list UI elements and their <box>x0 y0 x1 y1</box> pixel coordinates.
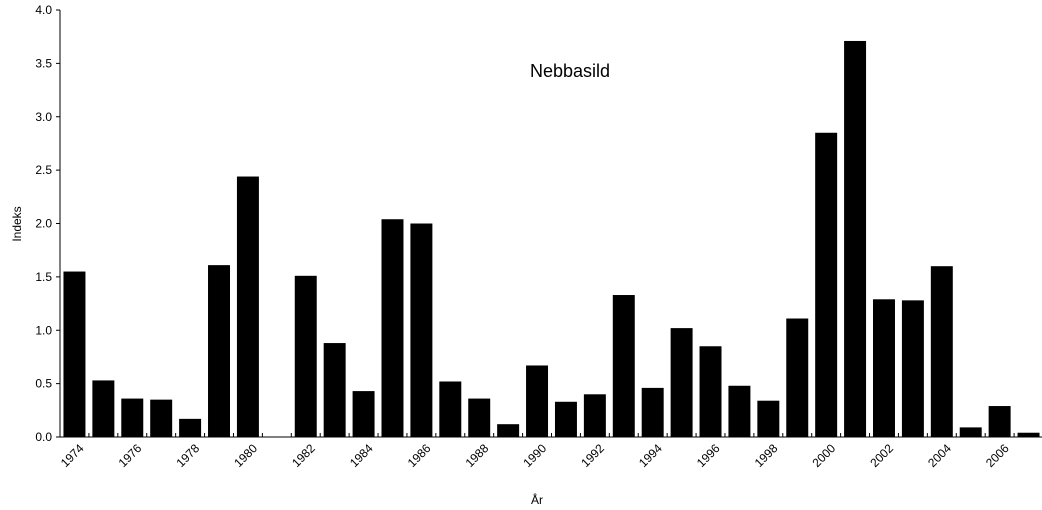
bar-1998 <box>757 400 780 437</box>
bar-1994 <box>641 387 664 437</box>
bar-1991 <box>554 401 577 437</box>
bar-2005 <box>959 427 982 437</box>
bar-2004 <box>930 266 953 437</box>
bar-2002 <box>872 299 895 437</box>
x-axis-title: År <box>531 492 543 507</box>
y-tick-label: 4.0 <box>35 3 52 17</box>
x-axis-ticks: 1974 1976 1978 1980 1982 1984 1986 1988 1990 1992… <box>58 433 1015 470</box>
y-axis-title: Indeks <box>10 206 24 241</box>
bars <box>63 40 1040 438</box>
bar-1995 <box>670 328 693 437</box>
y-tick-label: 2.0 <box>35 217 52 231</box>
x-tick-label: 1998 <box>752 441 781 470</box>
y-tick-label: 1.5 <box>35 270 52 284</box>
bar-1996 <box>699 346 722 437</box>
x-tick-label: 1976 <box>116 441 145 470</box>
x-tick-label: 1984 <box>347 441 376 470</box>
x-tick-label: 1992 <box>578 441 607 470</box>
bar-1980 <box>236 176 259 437</box>
bar-1975 <box>92 380 115 437</box>
bar-1988 <box>468 398 491 437</box>
x-tick-label: 1996 <box>694 441 723 470</box>
bar-1993 <box>612 295 635 437</box>
bar-1977 <box>150 399 173 437</box>
y-tick-label: 3.0 <box>35 110 52 124</box>
bar-1997 <box>728 385 751 437</box>
bar-1982 <box>294 275 317 437</box>
bar-1983 <box>323 343 346 437</box>
y-tick-label: 1.0 <box>35 323 52 337</box>
y-tick-label: 3.5 <box>35 56 52 70</box>
x-tick-label: 2002 <box>867 441 896 470</box>
bar-1990 <box>526 365 549 437</box>
bar-1999 <box>786 318 809 437</box>
y-axis-ticks: 0.0 0.5 1.0 1.5 2.0 2.5 3.0 3.5 4.0 <box>35 3 60 444</box>
bar-1992 <box>583 394 606 437</box>
y-tick-label: 0.0 <box>35 430 52 444</box>
bar-1986 <box>410 223 433 437</box>
y-tick-label: 2.5 <box>35 163 52 177</box>
bar-1987 <box>439 381 462 437</box>
bar-1976 <box>121 398 144 437</box>
bar-2006 <box>988 406 1011 437</box>
x-tick-label: 1978 <box>173 441 202 470</box>
x-tick-label: 2000 <box>810 441 839 470</box>
bar-2007 <box>1017 432 1040 437</box>
x-tick-label: 1988 <box>463 441 492 470</box>
x-tick-label: 1994 <box>636 441 665 470</box>
bar-1979 <box>208 265 231 437</box>
bar-2001 <box>844 40 867 438</box>
chart-title: Nebbasild <box>530 61 610 81</box>
x-tick-label: 1974 <box>58 441 87 470</box>
x-tick-label: 1986 <box>405 441 434 470</box>
x-tick-label: 1990 <box>520 441 549 470</box>
x-tick-label: 1980 <box>231 441 260 470</box>
x-tick-label: 1982 <box>289 441 318 470</box>
bar-1974 <box>63 271 86 437</box>
y-tick-label: 0.5 <box>35 377 52 391</box>
bar-1989 <box>497 424 520 437</box>
bar-2003 <box>901 300 924 437</box>
bar-1985 <box>381 219 404 437</box>
x-tick-label: 2004 <box>925 441 954 470</box>
bar-2000 <box>815 132 838 437</box>
bar-1984 <box>352 391 375 437</box>
bar-1978 <box>179 418 202 437</box>
x-tick-label: 2006 <box>983 441 1012 470</box>
